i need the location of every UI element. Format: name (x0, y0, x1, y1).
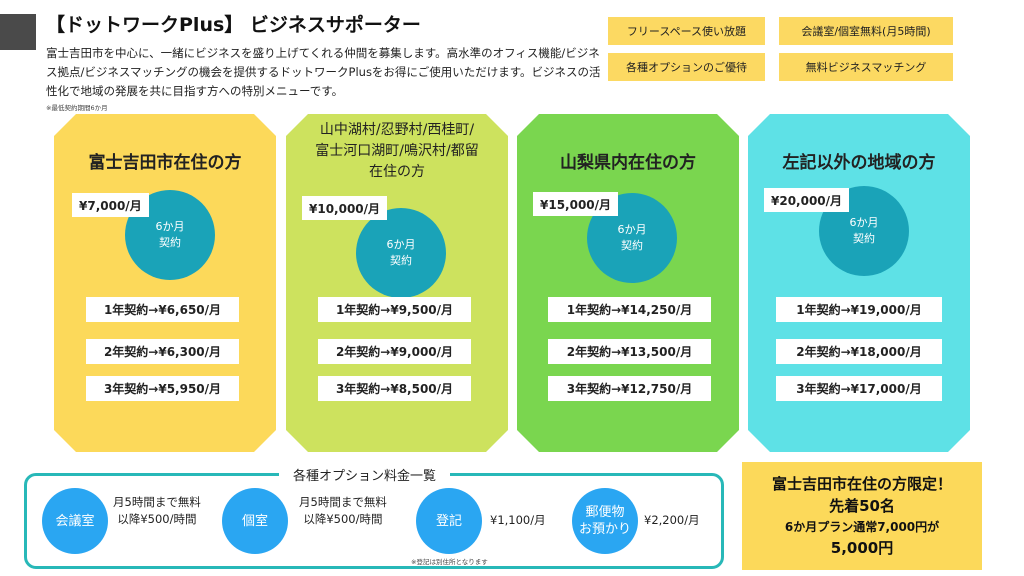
minimum-contract-note: ※最低契約期間6か月 (46, 104, 108, 112)
promo-regular-price: 6か月プラン通常7,000円が (784, 520, 940, 534)
option-mail-keeping-price: ¥2,200/月 (644, 513, 700, 527)
option-private-room-price: 月5時間まで無料 以降¥500/時間 (299, 494, 387, 528)
plan-card-yamanashi: 山梨県内在住の方 6か月 契約 ¥15,000/月 1年契約→¥14,250/月… (517, 114, 739, 452)
plan-row-3year: 3年契約→¥8,500/月 (318, 376, 471, 401)
plan-name: 山中湖村/忍野村/西桂町/ 富士河口湖町/鳴沢村/都留 在住の方 (286, 120, 508, 183)
plan-row-3year: 3年契約→¥12,750/月 (548, 376, 711, 401)
plan-row-2year: 2年契約→¥18,000/月 (776, 339, 942, 364)
intro-text: 富士吉田市を中心に、一緒にビジネスを盛り上げてくれる仲間を募集します。高水準のオ… (46, 46, 601, 98)
circle-label-period: 6か月 (849, 216, 879, 229)
plan-row-1year: 1年契約→¥14,250/月 (548, 297, 711, 322)
plan-name: 左記以外の地域の方 (782, 153, 936, 173)
plan-name-line: 富士河口湖町/鳴沢村/都留 (315, 143, 479, 159)
plan-row-2year: 2年契約→¥9,000/月 (318, 339, 471, 364)
option-price-list: 各種オプション料金一覧 会議室 月5時間まで無料 以降¥500/時間 個室 月5… (24, 465, 724, 569)
option-text-line: 月5時間まで無料 (299, 495, 387, 509)
tag-business-matching: 無料ビジネスマッチング (779, 53, 953, 81)
tag-option-discount: 各種オプションのご優待 (608, 53, 765, 81)
promo-headline: 富士吉田市在住の方限定！ (771, 475, 952, 493)
option-meeting-room: 会議室 (42, 488, 108, 554)
promo-limit: 先着50名 (829, 497, 895, 515)
circle-label-period: 6か月 (386, 238, 416, 251)
feature-tags: フリースペース使い放題 会議室/個室無料(月5時間) 各種オプションのご優待 無… (608, 17, 953, 81)
plan-row-2year: 2年契約→¥6,300/月 (86, 339, 239, 364)
contract-circle: 6か月 契約 (356, 208, 446, 298)
plan-row-3year: 3年契約→¥5,950/月 (86, 376, 239, 401)
plan-row-1year: 1年契約→¥6,650/月 (86, 297, 239, 322)
option-meeting-room-price: 月5時間まで無料 以降¥500/時間 (113, 494, 201, 528)
option-mail-keeping: 郵便物 お預かり (572, 488, 638, 554)
circle-label-contract: 契約 (159, 236, 181, 249)
plan-price: ¥10,000/月 (302, 196, 387, 220)
option-label-line: 郵便物 (585, 505, 625, 520)
tag-meeting-room: 会議室/個室無料(月5時間) (779, 17, 953, 45)
tag-free-space: フリースペース使い放題 (608, 17, 765, 45)
page-title: 【ドットワークPlus】 ビジネスサポーター (46, 14, 421, 36)
plan-name-line: 在住の方 (369, 164, 425, 180)
plan-name-line: 山中湖村/忍野村/西桂町/ (319, 122, 475, 138)
circle-label-contract: 契約 (853, 232, 875, 245)
option-text-line: 月5時間まで無料 (113, 495, 201, 509)
plan-card-other-regions: 左記以外の地域の方 6か月 契約 ¥20,000/月 1年契約→¥19,000/… (748, 114, 970, 452)
plan-row-1year: 1年契約→¥19,000/月 (776, 297, 942, 322)
circle-label-period: 6か月 (155, 220, 185, 233)
option-registration: 登記 (416, 488, 482, 554)
option-private-room: 個室 (222, 488, 288, 554)
circle-label-contract: 契約 (390, 254, 412, 267)
plan-price: ¥20,000/月 (764, 188, 849, 212)
plan-card-fujiyoshida: 富士吉田市在住の方 6か月 契約 ¥7,000/月 1年契約→¥6,650/月 … (54, 114, 276, 452)
option-text-line: 以降¥500/時間 (117, 512, 197, 526)
promo-box: 富士吉田市在住の方限定！ 先着50名 6か月プラン通常7,000円が 5,000… (742, 462, 982, 570)
corner-block (0, 14, 36, 50)
plan-row-1year: 1年契約→¥9,500/月 (318, 297, 471, 322)
circle-label-contract: 契約 (621, 239, 643, 252)
option-label-line: お預かり (578, 522, 631, 537)
plan-name: 富士吉田市在住の方 (88, 153, 242, 173)
plan-price: ¥15,000/月 (533, 192, 618, 216)
option-registration-price: ¥1,100/月 (490, 513, 546, 527)
plan-row-3year: 3年契約→¥17,000/月 (776, 376, 942, 401)
option-text-line: 以降¥500/時間 (303, 512, 383, 526)
plan-price: ¥7,000/月 (72, 193, 149, 217)
plan-name: 山梨県内在住の方 (560, 153, 696, 173)
circle-label-period: 6か月 (617, 223, 647, 236)
option-list-title: 各種オプション料金一覧 (279, 465, 451, 484)
plan-card-neighbor-towns: 山中湖村/忍野村/西桂町/ 富士河口湖町/鳴沢村/都留 在住の方 6か月 契約 … (286, 114, 508, 452)
registration-note: ※登記は別住所となります (411, 558, 488, 566)
plan-row-2year: 2年契約→¥13,500/月 (548, 339, 711, 364)
promo-special-price: 5,000円 (830, 539, 894, 557)
